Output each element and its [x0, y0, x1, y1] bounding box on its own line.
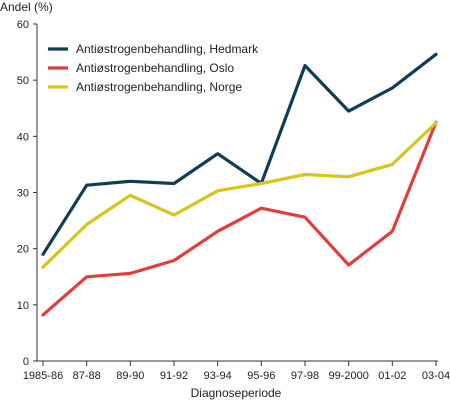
series-line-1: [41, 52, 438, 256]
legend: Antiøstrogenbehandling, Hedmark Antiøstro…: [48, 42, 259, 94]
series-line-3: [41, 121, 438, 269]
x-axis-title: Diagnoseperiode: [191, 386, 282, 400]
y-tick-label: 50: [17, 75, 29, 87]
legend-label: Antiøstrogenbehandling, Oslo: [76, 61, 234, 75]
x-tick-label: 93-94: [204, 370, 232, 382]
x-tick-label: 1985-86: [23, 370, 63, 382]
y-axis-title: Andel (%): [0, 0, 53, 14]
x-tick-label: 99-2000: [328, 370, 368, 382]
x-ticks: 1985-86 87-88 89-90 91-92 93-94 95-96 97-98 99-…: [23, 361, 450, 382]
y-tick-label: 10: [17, 300, 29, 312]
legend-label: Antiøstrogenbehandling, Norge: [76, 80, 242, 94]
legend-label: Antiøstrogenbehandling, Hedmark: [76, 42, 259, 56]
x-tick-label: 89-90: [116, 370, 144, 382]
x-tick-label: 95-96: [247, 370, 275, 382]
y-ticks: 0 10 20 30 40 50 60: [17, 19, 37, 368]
x-tick-label: 87-88: [73, 370, 101, 382]
y-tick-label: 20: [17, 244, 29, 256]
y-tick-label: 0: [23, 356, 29, 368]
series-line-2: [41, 120, 438, 317]
x-tick-label: 01-02: [378, 370, 406, 382]
series-lines: [41, 52, 438, 317]
x-tick-label: 97-98: [291, 370, 319, 382]
y-tick-label: 30: [17, 188, 29, 200]
y-tick-label: 60: [17, 19, 29, 31]
x-tick-label: 91-92: [160, 370, 188, 382]
y-tick-label: 40: [17, 131, 29, 143]
x-tick-label: 03-04: [422, 370, 450, 382]
